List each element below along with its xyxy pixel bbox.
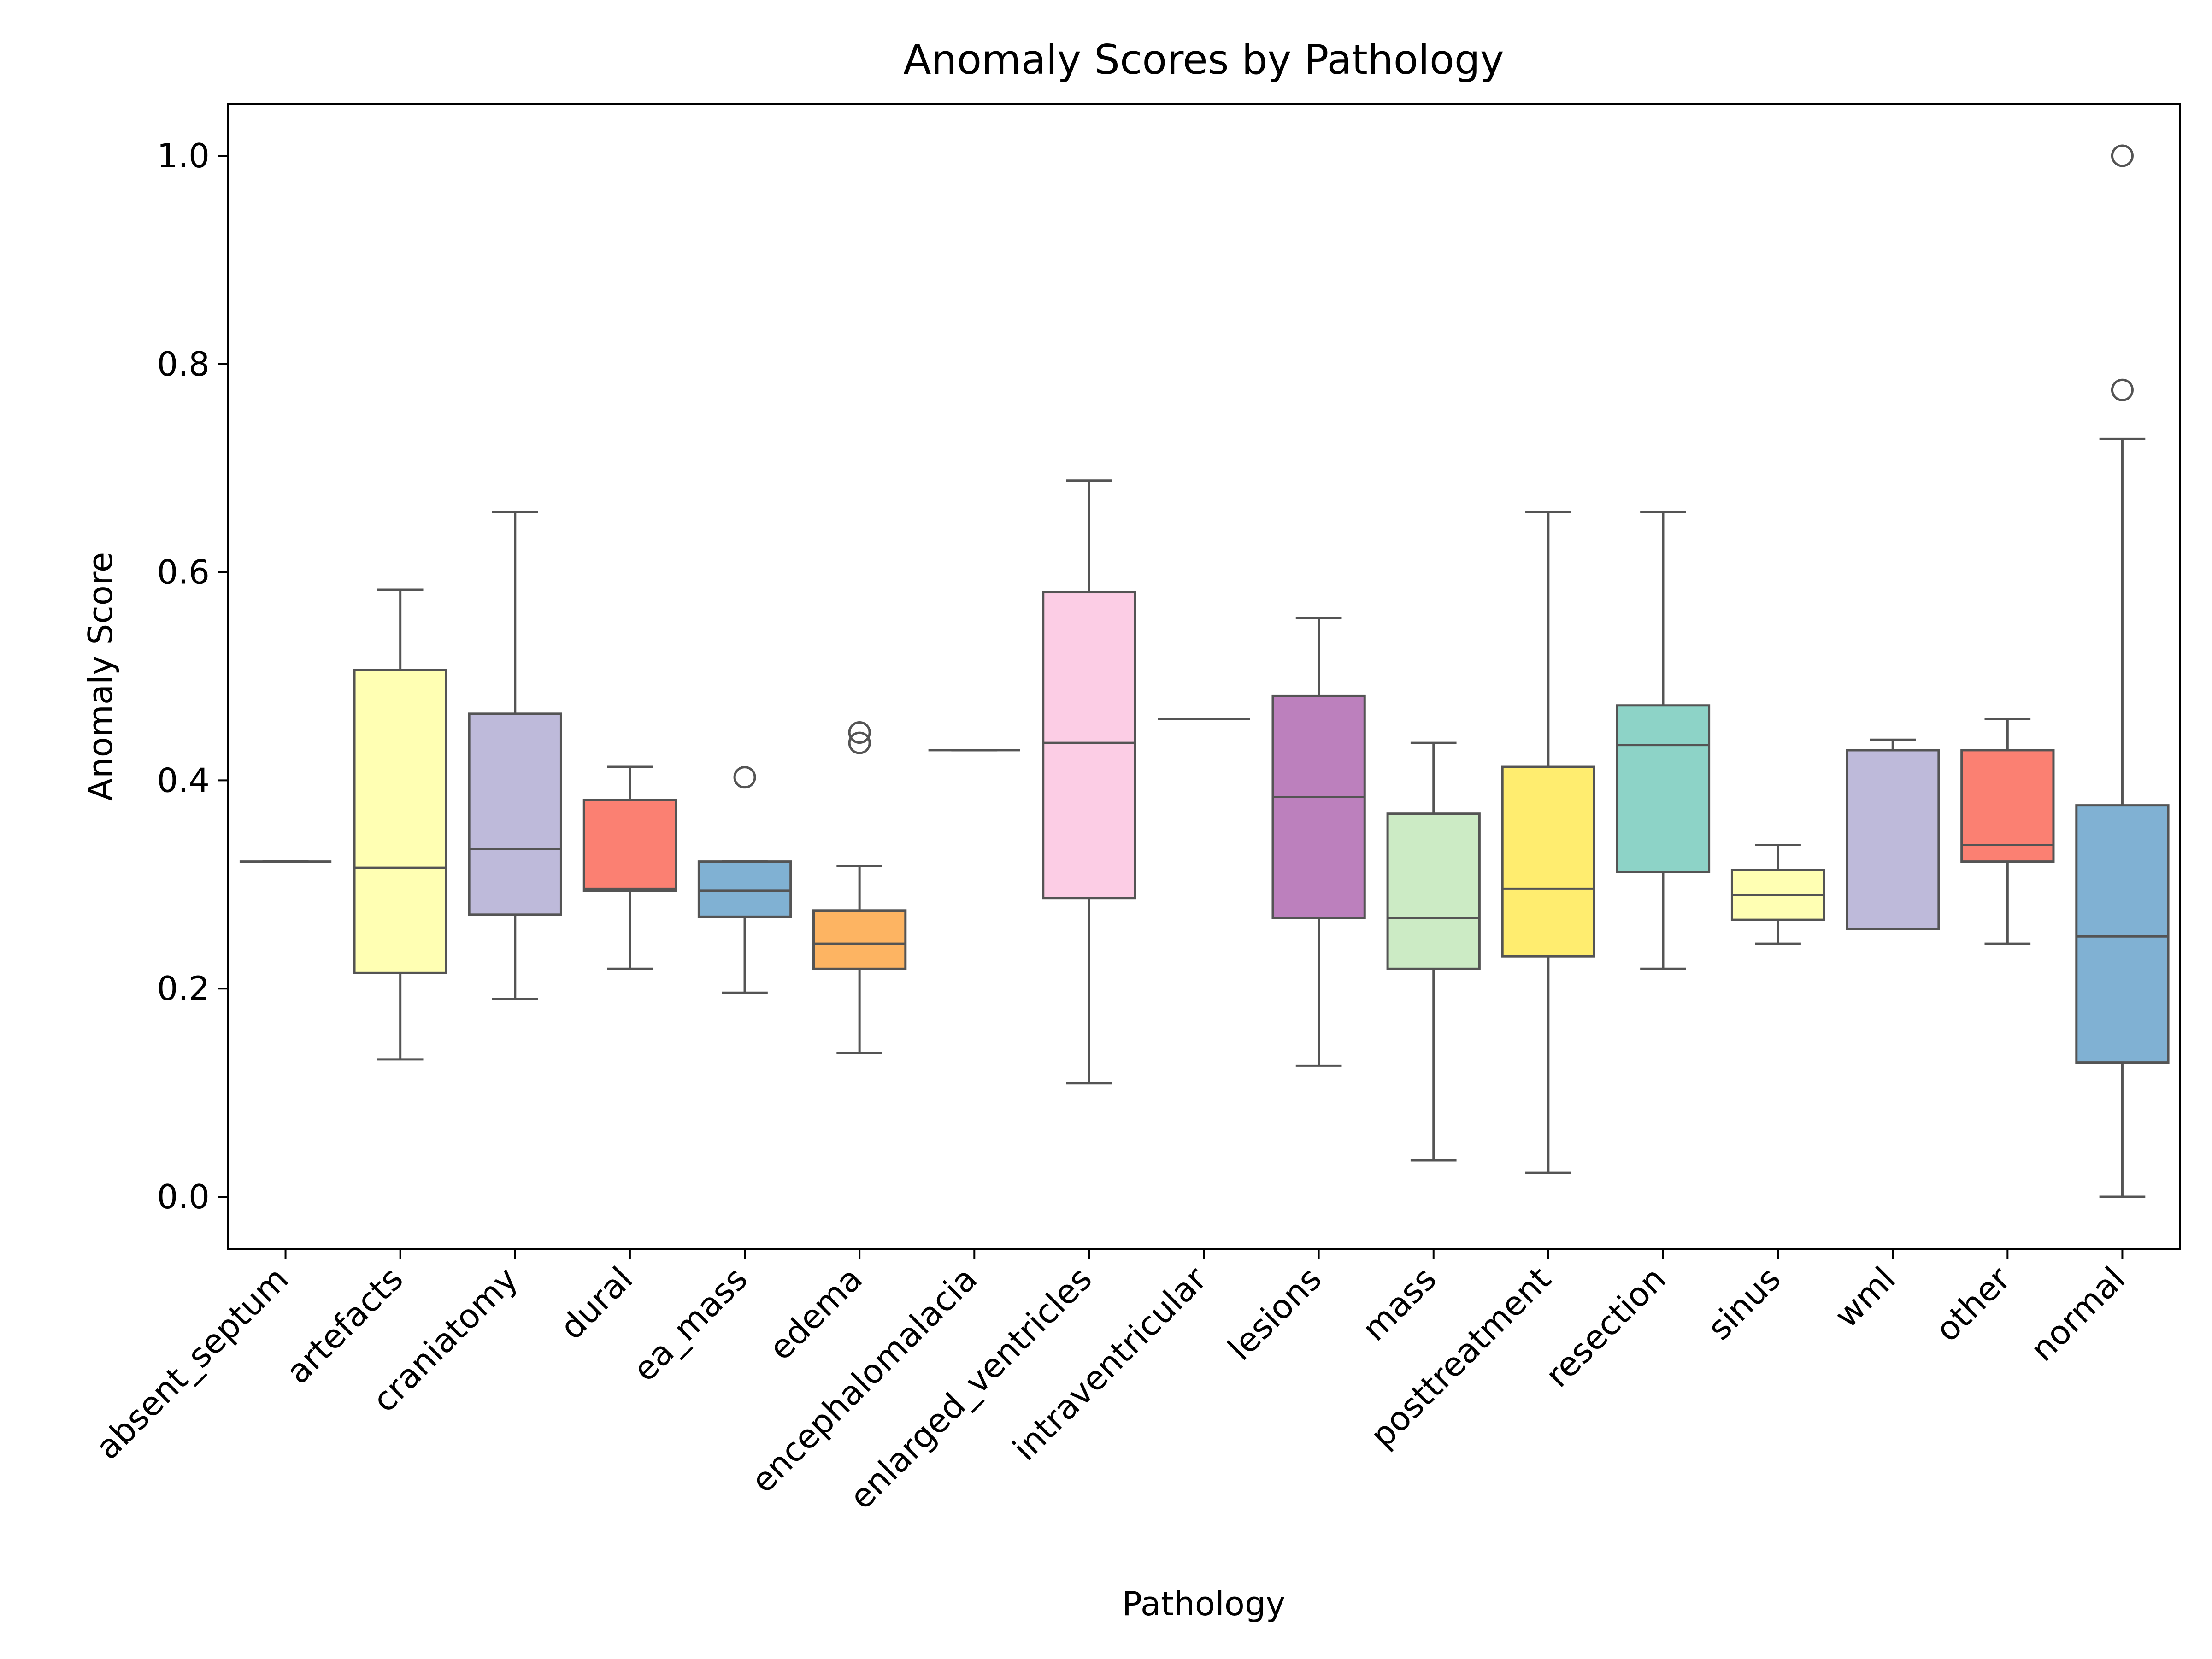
chart-title: Anomaly Scores by Pathology	[903, 36, 1504, 83]
box-artefacts	[353, 588, 447, 1061]
y-tick-label: 0.4	[157, 761, 210, 800]
outlier-point	[733, 766, 756, 789]
box-sinus	[1730, 843, 1825, 945]
box-dural	[582, 765, 677, 970]
outlier-point	[2111, 378, 2134, 401]
box-ea_mass	[697, 766, 792, 994]
y-tick-label: 0.6	[157, 553, 210, 592]
box-wml	[1846, 738, 1940, 930]
y-axis: 0.0 0.2 0.4 0.6 0.8 1.0	[157, 136, 228, 1216]
y-tick-label: 0.0	[157, 1177, 210, 1216]
box-iqr	[812, 909, 907, 970]
box-iqr	[1616, 704, 1711, 873]
box-edema	[812, 721, 907, 1054]
box-iqr	[353, 669, 447, 974]
box-iqr	[1042, 591, 1136, 900]
y-tick-label: 0.8	[157, 345, 210, 383]
outlier-point	[848, 721, 871, 744]
box-iqr	[1960, 749, 2055, 863]
box-craniatomy	[468, 511, 562, 1000]
y-tick-label: 0.2	[157, 969, 210, 1008]
box-iqr	[697, 860, 792, 918]
outlier-point	[2111, 144, 2134, 167]
box-iqr	[2075, 804, 2170, 1064]
box-enlarged_ventricles	[1042, 479, 1136, 1085]
box-iqr	[1271, 694, 1366, 919]
box-posttreatment	[1501, 511, 1595, 1174]
box-iqr	[582, 799, 677, 892]
box-iqr	[1846, 749, 1940, 930]
outlier-point	[848, 731, 871, 754]
box-iqr	[468, 712, 562, 916]
plot-area	[239, 144, 2170, 1198]
box-resection	[1616, 511, 1711, 970]
box-lesions	[1271, 617, 1366, 1067]
box-normal	[2075, 144, 2170, 1198]
x-axis-label: Pathology	[1122, 1584, 1286, 1623]
y-tick-label: 1.0	[157, 136, 210, 175]
y-axis-label: Anomaly Score	[81, 552, 120, 801]
plot-frame	[227, 103, 2181, 1250]
box-iqr	[1501, 765, 1595, 958]
box-iqr	[1386, 812, 1481, 970]
box-other	[1960, 718, 2055, 945]
box-mass	[1386, 741, 1481, 1162]
